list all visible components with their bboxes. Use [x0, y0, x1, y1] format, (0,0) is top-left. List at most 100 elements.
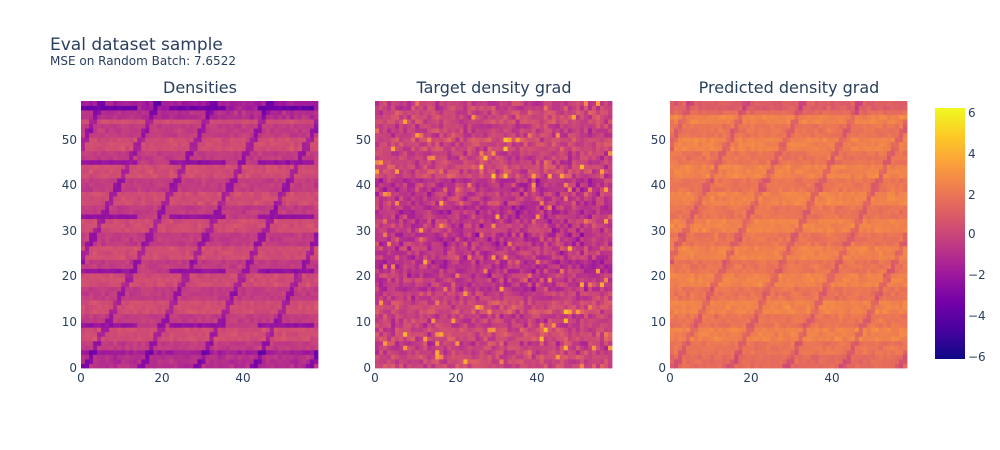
heatmap-cell — [387, 286, 392, 292]
heatmap-cell — [459, 327, 464, 333]
heatmap-cell — [281, 336, 287, 342]
heatmap-cell — [439, 277, 444, 283]
heatmap-cell — [149, 227, 154, 233]
heatmap-cell — [137, 164, 142, 170]
heatmap-cell — [141, 340, 146, 346]
heatmap-cell — [293, 295, 299, 301]
heatmap-cell — [379, 313, 384, 319]
heatmap-cell — [583, 340, 589, 346]
heatmap-cell — [301, 137, 307, 143]
heatmap-cell — [495, 295, 500, 301]
heatmap-cell — [141, 105, 146, 111]
heatmap-cell — [289, 268, 295, 274]
heatmap-cell — [93, 227, 98, 233]
heatmap-cell — [97, 304, 102, 310]
heatmap-cell — [563, 309, 569, 315]
heatmap-cell — [197, 146, 202, 152]
heatmap-cell — [375, 272, 380, 278]
heatmap-cell — [507, 363, 512, 369]
heatmap-cell — [443, 354, 448, 360]
heatmap-cell — [97, 282, 102, 287]
heatmap-cell — [185, 155, 190, 161]
heatmap-cell — [495, 286, 500, 292]
heatmap-cell — [387, 331, 392, 337]
heatmap-cell — [297, 214, 303, 220]
heatmap-cell — [129, 119, 134, 125]
heatmap-cell — [241, 358, 247, 364]
heatmap-cell — [261, 173, 267, 179]
heatmap-cell — [193, 150, 198, 156]
heatmap-cell — [491, 277, 496, 283]
heatmap-cell — [241, 186, 247, 192]
heatmap-cell — [245, 300, 251, 306]
heatmap-cell — [181, 286, 186, 292]
heatmap-cell — [153, 205, 158, 211]
heatmap-cell — [599, 254, 605, 260]
heatmap-cell — [527, 286, 533, 292]
heatmap-cell — [305, 277, 311, 283]
heatmap-cell — [97, 150, 102, 156]
heatmap-cell — [105, 128, 110, 134]
heatmap-cell — [209, 291, 214, 296]
heatmap-cell — [165, 272, 170, 278]
heatmap-cell — [555, 272, 561, 278]
heatmap-cell — [93, 259, 98, 265]
heatmap-cell — [249, 173, 255, 179]
heatmap-cell — [539, 331, 545, 337]
heatmap-cell — [177, 309, 182, 315]
heatmap-cell — [85, 186, 90, 192]
heatmap-cell — [81, 295, 86, 301]
heatmap-cell — [237, 164, 243, 170]
heatmap-cell — [229, 218, 235, 224]
heatmap-cell — [225, 336, 231, 342]
heatmap-cell — [313, 345, 319, 351]
heatmap-densities[interactable] — [81, 101, 319, 369]
heatmap-cell — [273, 119, 279, 125]
heatmap-cell — [519, 354, 525, 360]
heatmap-cell — [531, 349, 537, 355]
heatmap-cell — [105, 186, 110, 192]
heatmap-cell — [567, 363, 573, 369]
heatmap-cell — [245, 254, 251, 260]
heatmap-cell — [173, 182, 178, 188]
heatmap-cell — [607, 358, 613, 364]
heatmap-cell — [555, 340, 561, 346]
heatmap-cell — [261, 200, 267, 206]
heatmap-cell — [205, 241, 210, 247]
heatmap-cell — [527, 349, 533, 355]
heatmap-cell — [169, 327, 174, 333]
heatmap-cell — [245, 105, 251, 111]
heatmap-cell — [109, 141, 114, 147]
heatmap-cell — [527, 345, 533, 351]
heatmap-cell — [301, 254, 307, 260]
heatmap-cell — [233, 309, 239, 315]
heatmap-cell — [289, 327, 295, 333]
heatmap-cell — [281, 263, 287, 269]
heatmap-cell — [117, 291, 122, 296]
heatmap-target-density-grad[interactable] — [375, 101, 613, 369]
heatmap-cell — [109, 295, 114, 301]
heatmap-cell — [423, 268, 428, 274]
heatmap-cell — [245, 354, 251, 360]
heatmap-cell — [399, 358, 404, 364]
heatmap-cell — [261, 232, 267, 238]
heatmap-cell — [403, 363, 408, 369]
heatmap-cell — [447, 259, 452, 265]
heatmap-cell — [483, 318, 488, 324]
heatmap-cell — [435, 313, 440, 319]
heatmap-cell — [145, 259, 150, 265]
heatmap-cell — [101, 123, 106, 129]
heatmap-cell — [391, 254, 396, 260]
heatmap-cell — [185, 105, 190, 111]
heatmap-cell — [273, 177, 279, 183]
heatmap-cell — [141, 236, 146, 242]
heatmap-cell — [237, 340, 243, 346]
heatmap-cell — [181, 141, 186, 147]
heatmap-cell — [89, 300, 94, 306]
heatmap-cell — [297, 340, 303, 346]
heatmap-cell — [125, 155, 130, 161]
heatmap-cell — [269, 218, 275, 224]
heatmap-cell — [289, 282, 295, 287]
heatmap-cell — [555, 327, 561, 333]
heatmap-cell — [309, 200, 315, 206]
